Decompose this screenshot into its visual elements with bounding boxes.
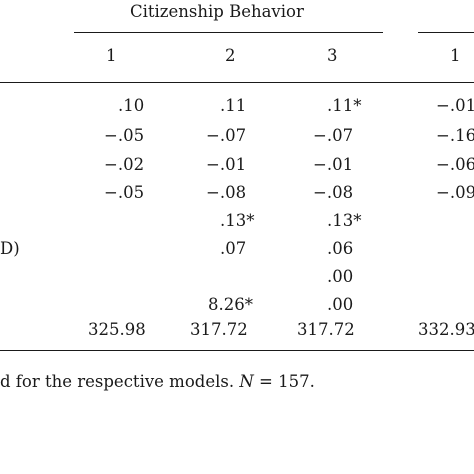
cell-r4-c1: −.05 [104, 183, 145, 202]
column-header-2: 2 [225, 46, 236, 65]
table-footnote: d for the respective models. N = 157. [0, 372, 315, 391]
group-header-rule [74, 32, 383, 33]
cell-r6-c2: .07 [220, 239, 247, 258]
cell-r3-c4: −.06 [436, 155, 474, 174]
table-bottom-rule [0, 350, 474, 351]
cell-r4-c3: −.08 [313, 183, 354, 202]
row-label-fragment: D) [0, 239, 20, 258]
cell-r9-c1: 325.98 [88, 320, 146, 339]
cell-r5-c2: .13* [220, 211, 255, 230]
cell-r8-c3: .00 [327, 295, 354, 314]
cell-r6-c3: .06 [327, 239, 354, 258]
cell-r2-c1: −.05 [104, 126, 145, 145]
cell-r8-c2: 8.26* [208, 295, 253, 314]
footnote-n-value: = 157. [253, 372, 315, 391]
column-header-4: 1 [450, 46, 461, 65]
header-bottom-rule [0, 82, 474, 83]
cell-r2-c2: −.07 [206, 126, 247, 145]
cell-r4-c4: −.09 [436, 183, 474, 202]
footnote-prefix: d for the respective models. [0, 372, 240, 391]
cell-r1-c2: .11 [220, 96, 247, 115]
group-header-rule-right [418, 32, 474, 33]
column-header-1: 1 [106, 46, 117, 65]
cell-r3-c2: −.01 [206, 155, 247, 174]
cell-r1-c4: −.01 [436, 96, 474, 115]
cell-r1-c1: .10 [118, 96, 145, 115]
cell-r7-c3: .00 [327, 267, 354, 286]
cell-r2-c4: −.16 [436, 126, 474, 145]
cell-r2-c3: −.07 [313, 126, 354, 145]
cell-r9-c2: 317.72 [190, 320, 248, 339]
cell-r9-c3: 317.72 [297, 320, 355, 339]
cell-r3-c3: −.01 [313, 155, 354, 174]
column-header-3: 3 [327, 46, 338, 65]
cell-r9-c4: 332.93 [418, 320, 474, 339]
cell-r3-c1: −.02 [104, 155, 145, 174]
group-header-citizenship-behavior: Citizenship Behavior [130, 2, 304, 21]
cell-r4-c2: −.08 [206, 183, 247, 202]
cell-r1-c3: .11* [327, 96, 362, 115]
footnote-n-symbol: N [239, 372, 254, 391]
cell-r5-c3: .13* [327, 211, 362, 230]
